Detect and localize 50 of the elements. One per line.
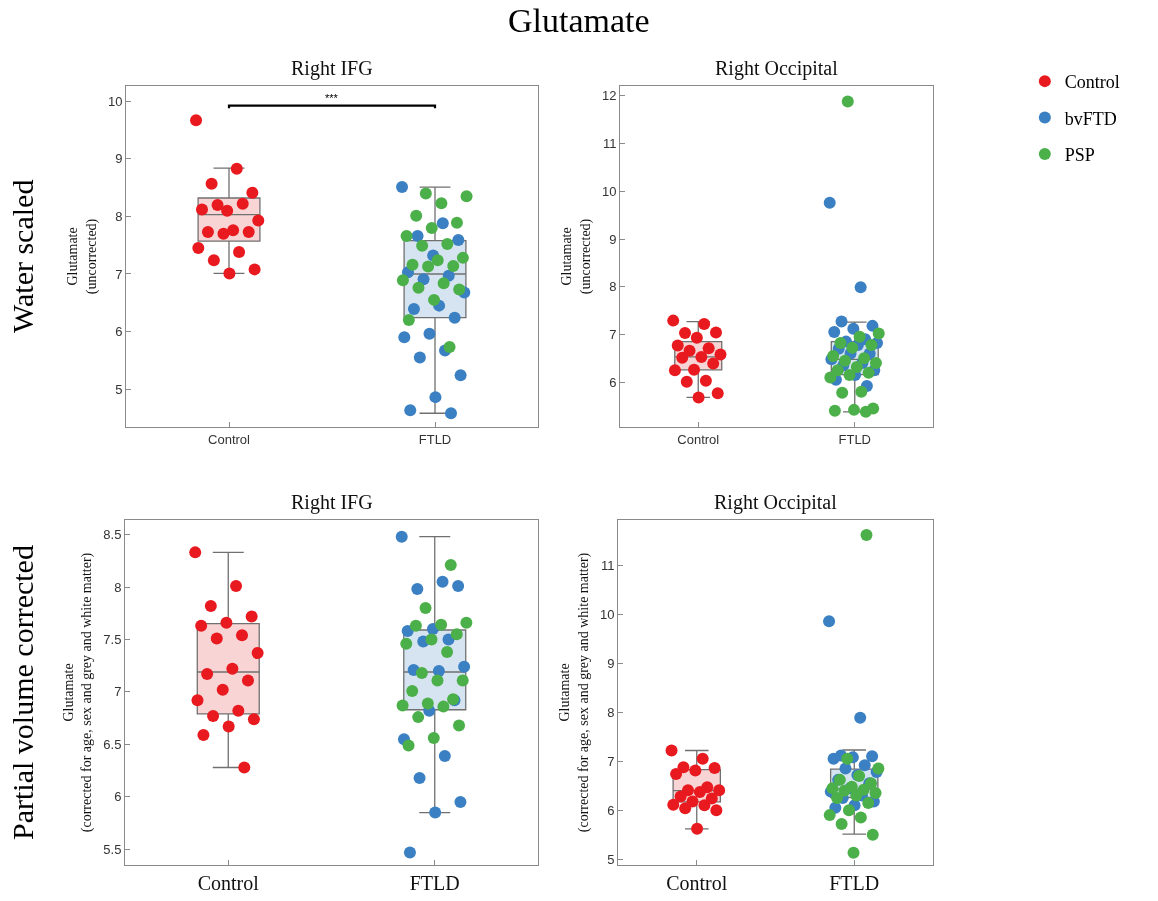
y-tick-label: 10 <box>601 183 617 199</box>
y-tick-label: 7 <box>114 684 122 700</box>
legend-label: PSP <box>1064 144 1095 165</box>
y-tick-label: 11 <box>600 557 615 573</box>
y-axis-title: Glutamate (corrected for age, sex and grey and white matter) <box>557 552 592 833</box>
x-tick-label: FTLD <box>418 431 452 447</box>
y-tick-label: 6 <box>114 789 122 805</box>
chart-title: Right Occipital <box>714 491 838 514</box>
y-tick-label: 6 <box>607 802 615 818</box>
y-axis-title: Glutamate (uncorrected) <box>559 218 594 295</box>
y-tick-label: 8 <box>609 279 617 295</box>
y-tick-label: 6 <box>115 324 123 340</box>
x-tick-label: Control <box>677 431 720 447</box>
y-tick-label: 8 <box>607 704 615 720</box>
chart-title: Right Occipital <box>715 57 839 80</box>
y-tick-label: 12 <box>601 88 617 104</box>
text: Partial volume corrected <box>6 545 40 840</box>
y-tick-label: 11 <box>602 136 617 152</box>
y-tick-label: 8 <box>115 208 123 224</box>
y-tick-label: 9 <box>115 151 123 167</box>
text: Water scaled <box>6 179 40 333</box>
y-tick-label: 7 <box>609 327 617 343</box>
legend-label: Control <box>1064 72 1120 93</box>
y-tick-label: 7.5 <box>103 632 122 648</box>
y-tick-label: 10 <box>599 606 615 622</box>
text: Glutamate <box>508 2 650 39</box>
y-tick-label: 10 <box>107 93 123 109</box>
y-tick-label: 5.5 <box>103 841 122 857</box>
x-tick-label: Control <box>208 431 251 447</box>
annotation: *** <box>325 92 339 104</box>
y-tick-label: 5 <box>607 851 615 867</box>
y-tick-label: 8 <box>114 579 122 595</box>
y-tick-label: 7 <box>607 753 615 769</box>
y-axis-title: Glutamate (corrected for age, sex and grey and white matter) <box>60 552 95 833</box>
chart-title: Right IFG <box>291 491 373 514</box>
x-tick-label: Control <box>666 872 728 895</box>
x-tick-label: FTLD <box>829 872 880 895</box>
y-tick-label: 5 <box>115 381 123 397</box>
y-tick-label: 8.5 <box>103 527 122 543</box>
y-tick-label: 9 <box>607 655 615 671</box>
y-tick-label: 7 <box>115 266 123 282</box>
x-tick-label: FTLD <box>409 872 460 895</box>
legend-label: bvFTD <box>1064 108 1117 129</box>
y-tick-label: 6 <box>609 374 617 390</box>
y-tick-label: 9 <box>609 231 617 247</box>
chart-title: Right IFG <box>291 57 373 80</box>
y-tick-label: 6.5 <box>103 736 122 752</box>
x-tick-label: Control <box>197 872 260 895</box>
y-axis-title: Glutamate (uncorrected) <box>65 218 100 295</box>
x-tick-label: FTLD <box>838 431 871 447</box>
